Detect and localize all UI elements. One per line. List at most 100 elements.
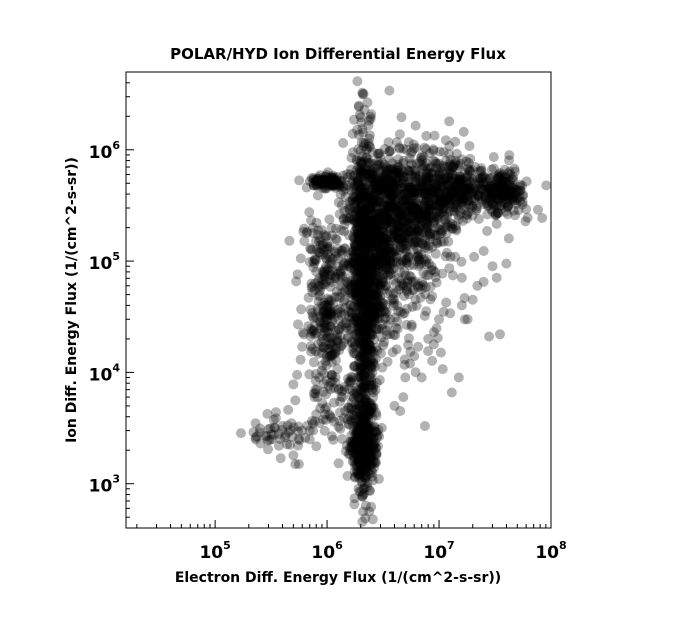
- data-point: [347, 290, 358, 300]
- data-point: [344, 257, 355, 268]
- data-point: [420, 421, 430, 431]
- data-point: [348, 447, 359, 458]
- data-point: [409, 187, 420, 198]
- data-point: [360, 298, 371, 309]
- data-point: [450, 251, 461, 262]
- data-point: [375, 218, 386, 229]
- data-point: [368, 358, 379, 369]
- data-point: [369, 306, 380, 317]
- data-point: [351, 313, 362, 324]
- data-point: [351, 425, 362, 436]
- data-point: [445, 160, 456, 171]
- data-point: [358, 461, 369, 472]
- data-point: [368, 432, 379, 443]
- data-point: [351, 284, 362, 295]
- data-point: [353, 278, 364, 289]
- data-point: [385, 214, 396, 225]
- data-point: [298, 226, 309, 237]
- data-point: [361, 308, 372, 319]
- data-point: [359, 429, 370, 440]
- data-point: [365, 230, 376, 241]
- data-point: [359, 205, 370, 216]
- data-point: [464, 141, 475, 151]
- data-point: [366, 373, 377, 383]
- data-point: [360, 262, 371, 273]
- data-point: [370, 222, 381, 232]
- data-point: [364, 444, 374, 455]
- data-point: [401, 254, 412, 265]
- data-point: [349, 451, 360, 462]
- data-point: [403, 165, 414, 176]
- data-point: [382, 233, 392, 244]
- data-point: [361, 230, 372, 240]
- data-point: [369, 234, 379, 245]
- data-point: [377, 209, 388, 219]
- data-point: [368, 255, 379, 266]
- data-point: [438, 204, 448, 215]
- data-point: [419, 200, 429, 211]
- data-point: [424, 204, 435, 215]
- data-point: [371, 295, 382, 306]
- data-point: [448, 205, 459, 216]
- data-point: [356, 393, 366, 404]
- data-point: [360, 433, 371, 444]
- data-point: [397, 203, 408, 213]
- data-point: [410, 176, 421, 187]
- data-point: [365, 369, 376, 380]
- data-point: [365, 405, 376, 416]
- data-point: [385, 191, 396, 202]
- data-point: [361, 445, 371, 456]
- data-point: [375, 197, 386, 208]
- data-point: [349, 279, 360, 290]
- data-point: [357, 428, 368, 438]
- data-point: [353, 446, 364, 457]
- data-point: [356, 233, 367, 244]
- data-point: [356, 476, 367, 487]
- data-point: [352, 213, 363, 224]
- data-point: [360, 273, 371, 284]
- data-point: [375, 232, 386, 242]
- data-point: [377, 261, 388, 272]
- data-point: [360, 216, 370, 227]
- data-point: [398, 176, 409, 187]
- data-point: [360, 297, 371, 308]
- data-point: [360, 444, 371, 455]
- data-point: [349, 456, 360, 467]
- data-point: [364, 311, 375, 322]
- data-point: [358, 137, 369, 148]
- data-point: [521, 176, 532, 187]
- data-point: [424, 148, 435, 159]
- data-point: [343, 204, 354, 215]
- data-point: [288, 450, 299, 461]
- data-point: [396, 255, 407, 266]
- data-point: [407, 204, 418, 215]
- data-point: [431, 235, 442, 246]
- data-point: [361, 145, 372, 155]
- data-point: [360, 260, 370, 271]
- data-point: [371, 432, 382, 443]
- data-point: [372, 291, 383, 302]
- data-point: [423, 230, 433, 241]
- data-point: [370, 289, 380, 300]
- data-point: [363, 340, 374, 351]
- data-point: [363, 466, 374, 477]
- data-point: [359, 181, 370, 192]
- data-point: [292, 269, 303, 280]
- data-point: [428, 215, 439, 226]
- data-point: [362, 248, 373, 259]
- data-point: [333, 315, 344, 326]
- data-point: [344, 300, 355, 311]
- data-point: [363, 213, 374, 224]
- data-point: [354, 451, 365, 462]
- data-point: [353, 178, 364, 189]
- data-point: [360, 279, 371, 289]
- data-point: [288, 379, 299, 390]
- data-point: [444, 116, 455, 127]
- data-point: [357, 491, 367, 502]
- data-point: [383, 175, 394, 186]
- data-point: [360, 220, 371, 231]
- data-point: [350, 205, 361, 216]
- data-point: [417, 154, 428, 165]
- data-point: [391, 252, 402, 263]
- x-axis-label: Electron Diff. Energy Flux (1/(cm^2-s-sr…: [175, 570, 501, 586]
